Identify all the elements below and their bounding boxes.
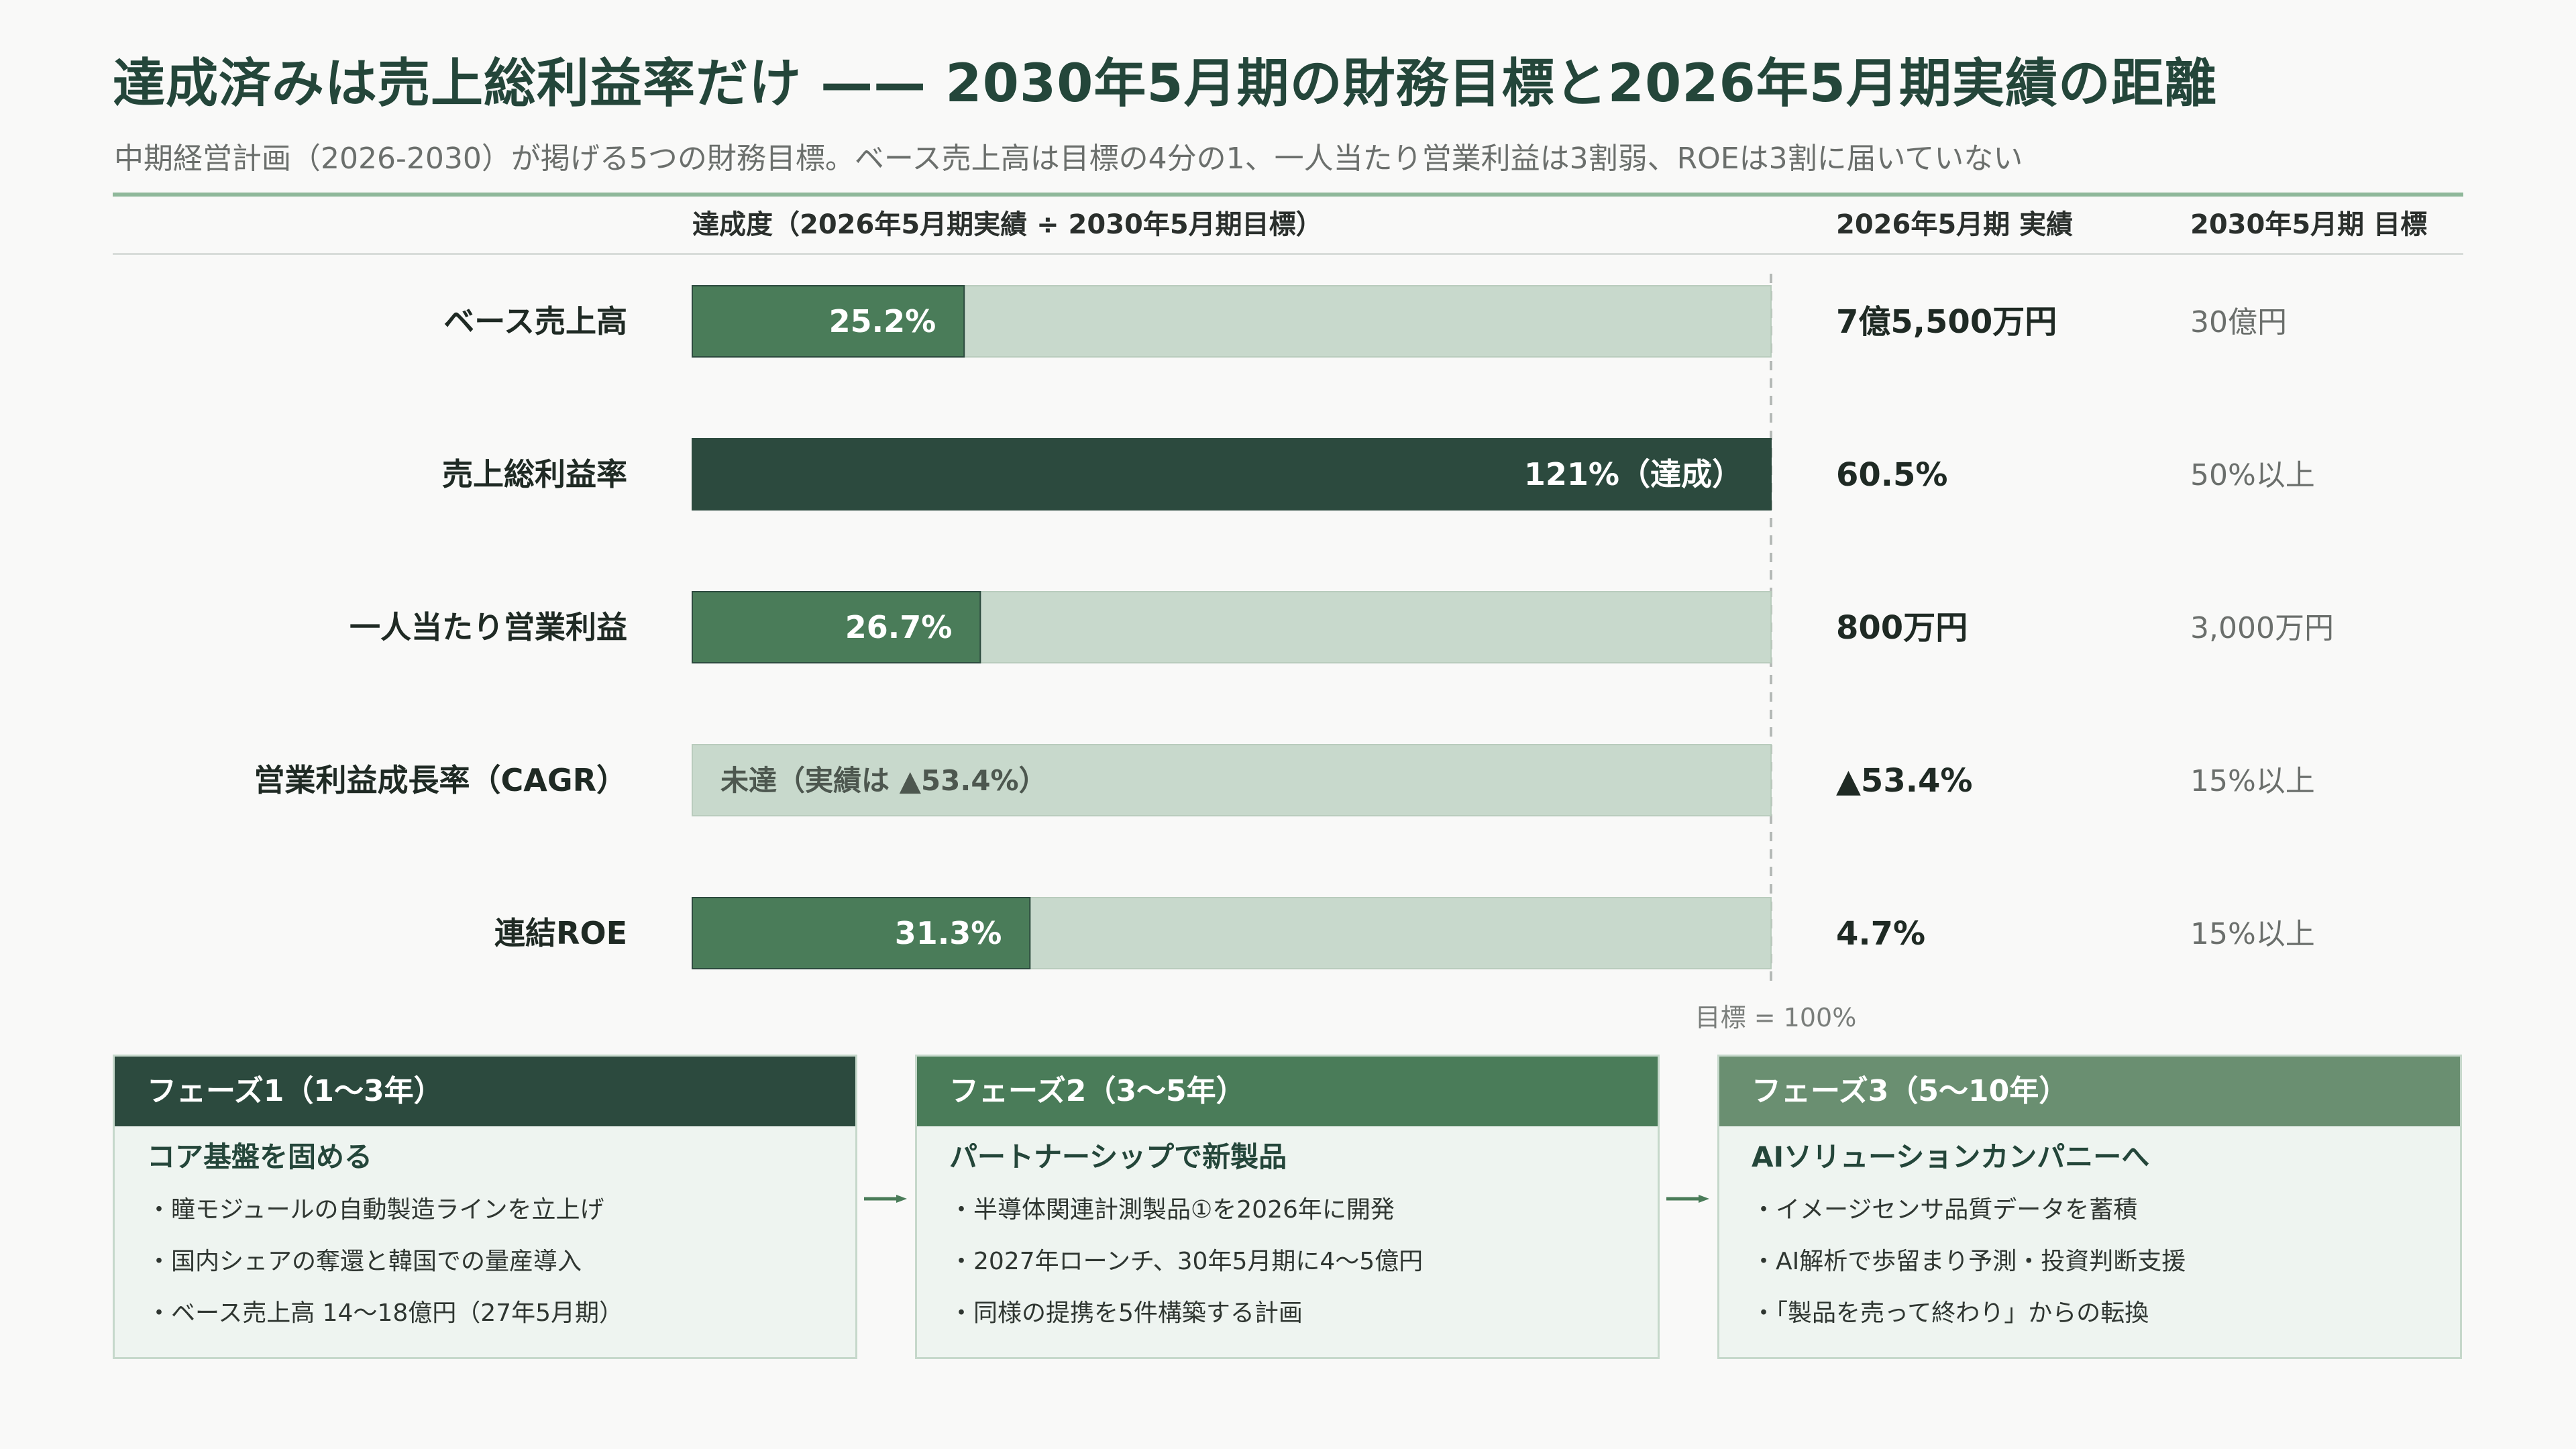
phase-1-title: フェーズ1（1〜3年） xyxy=(115,1057,855,1126)
phase-3-subtitle: AIソリューションカンパニーへ xyxy=(1752,1140,2150,1173)
bar xyxy=(692,897,1031,969)
target-value: 3,000万円 xyxy=(2190,611,2334,645)
header-rule xyxy=(113,193,2463,197)
column-header-target: 2030年5月期 目標 xyxy=(2190,209,2428,240)
row-label: 営業利益成長率（CAGR） xyxy=(254,762,627,798)
phase-1-item: ・ベース売上高 14〜18億円（27年5月期） xyxy=(147,1299,623,1327)
phase-3-list: ・イメージセンサ品質データを蓄積 ・AI解析で歩留まり予測・投資判断支援 ・「製… xyxy=(1752,1190,2460,1345)
row-label: ベース売上高 xyxy=(443,303,627,339)
actual-value: 7億5,500万円 xyxy=(1836,303,2057,341)
phase-3-item: ・イメージセンサ品質データを蓄積 xyxy=(1752,1196,2138,1224)
phase-card-3: フェーズ3（5〜10年） AIソリューションカンパニーへ ・イメージセンサ品質デ… xyxy=(1717,1055,2462,1359)
target-value: 15%以上 xyxy=(2190,917,2315,951)
phase-card-1: フェーズ1（1〜3年） コア基盤を固める ・瞳モジュールの自動製造ラインを立上げ… xyxy=(113,1055,857,1359)
bar-value-label: 未達（実績は ▲53.4%） xyxy=(720,764,1047,797)
page-title: 達成済みは売上総利益率だけ —— 2030年5月期の財務目標と2026年5月期実… xyxy=(113,54,2218,114)
phase-3-item: ・AI解析で歩留まり予測・投資判断支援 xyxy=(1752,1248,2186,1275)
target-value: 15%以上 xyxy=(2190,764,2315,798)
actual-value: 4.7% xyxy=(1836,915,1925,953)
row-label: 一人当たり営業利益 xyxy=(350,609,627,645)
column-header-rule xyxy=(113,253,2463,255)
page-subtitle: 中期経営計画（2026-2030）が掲げる5つの財務目標。ベース売上高は目標の4… xyxy=(114,142,2023,176)
phase-1-item: ・国内シェアの奪還と韓国での量産導入 xyxy=(147,1248,582,1275)
phase-2-item: ・2027年ローンチ、30年5月期に4〜5億円 xyxy=(949,1248,1424,1275)
phase-2-item: ・半導体関連計測製品①を2026年に開発 xyxy=(949,1196,1395,1224)
bar-value-label: 25.2% xyxy=(829,303,936,339)
bar xyxy=(692,285,965,358)
bar-value-label: 121%（達成） xyxy=(1524,456,1743,492)
bar xyxy=(692,438,1772,511)
bar-track xyxy=(692,744,1772,816)
row-label: 連結ROE xyxy=(494,915,627,951)
target-value: 50%以上 xyxy=(2190,458,2315,492)
bar xyxy=(692,591,981,663)
target-value: 30億円 xyxy=(2190,305,2287,339)
actual-value: 60.5% xyxy=(1836,456,1948,494)
phase-2-subtitle: パートナーシップで新製品 xyxy=(949,1140,1287,1173)
bar-value-label: 31.3% xyxy=(895,915,1002,951)
phase-3-item: ・「製品を売って終わり」からの転換 xyxy=(1752,1299,2149,1327)
actual-value: 800万円 xyxy=(1836,609,1968,647)
phase-1-subtitle: コア基盤を固める xyxy=(147,1140,373,1173)
phase-1-item: ・瞳モジュールの自動製造ラインを立上げ xyxy=(147,1196,604,1224)
phase-2-title: フェーズ2（3〜5年） xyxy=(917,1057,1658,1126)
phase-3-title: フェーズ3（5〜10年） xyxy=(1719,1057,2460,1126)
actual-value: ▲53.4% xyxy=(1836,762,1972,800)
reference-line-label: 目標 = 100% xyxy=(1695,1003,1857,1032)
row-label: 売上総利益率 xyxy=(442,456,627,492)
phase-card-2: フェーズ2（3〜5年） パートナーシップで新製品 ・半導体関連計測製品①を202… xyxy=(915,1055,1660,1359)
phase-2-list: ・半導体関連計測製品①を2026年に開発 ・2027年ローンチ、30年5月期に4… xyxy=(949,1190,1658,1345)
column-header-achievement: 達成度（2026年5月期実績 ÷ 2030年5月期目標） xyxy=(692,209,1323,240)
phase-1-list: ・瞳モジュールの自動製造ラインを立上げ ・国内シェアの奪還と韓国での量産導入 ・… xyxy=(147,1190,855,1345)
arrow-right-icon xyxy=(864,1195,907,1203)
column-header-actual: 2026年5月期 実績 xyxy=(1836,209,2074,240)
bar-value-label: 26.7% xyxy=(845,609,953,645)
phase-2-item: ・同様の提携を5件構築する計画 xyxy=(949,1299,1303,1327)
arrow-right-icon xyxy=(1666,1195,1709,1203)
